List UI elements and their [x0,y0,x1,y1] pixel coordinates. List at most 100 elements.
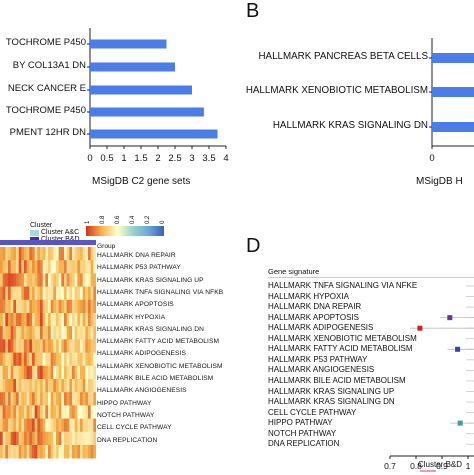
heatmap-cell [77,286,81,301]
heatmap-cell [18,326,22,340]
heatmap-cell [90,326,94,340]
panel-b-category-0: HALLMARK PANCREAS BETA CELLS [258,51,428,62]
heatmap-cell [0,365,3,380]
heatmap-row-label-1: HALLMARK P53 PATHWAY [97,264,181,272]
heatmap-cell [85,352,89,367]
heatmap-cell [93,379,96,393]
heatmap-cell [53,247,57,261]
heatmap-cell [40,365,43,380]
heatmap-cell [64,352,67,367]
heatmap-cell [13,339,17,353]
heatmap-cell [50,286,54,301]
heatmap-cell [80,313,83,327]
heatmap-cell [48,313,51,327]
heatmap-cell [42,431,46,446]
forest-point-3 [457,420,463,426]
heatmap-cell [80,326,83,340]
heatmap-cell [8,405,11,419]
heatmap-cell [56,431,59,446]
heatmap-cell [48,445,51,459]
panel-b-xlabel: MSigDB H [416,176,463,187]
heatmap-cell [18,379,22,393]
heatmap-cell [13,286,17,301]
heatmap-cell [8,313,11,327]
panel-d-row-label-3: HALLMARK APOPTOSIS [268,312,359,322]
heatmap-cell [2,326,6,340]
panel-a-category-0: TOCHROME P450 [5,37,86,48]
heatmap-cell [37,273,41,287]
heatmap-cell [10,247,14,261]
heatmap-cell [66,405,70,419]
heatmap-cell [74,299,78,314]
heatmap-cell [2,392,6,406]
heatmap-cell [21,273,25,287]
heatmap-cell [32,326,35,340]
panel-d-divider [268,277,474,278]
heatmap-cell [37,326,41,340]
panel-d-row-label-12: CELL CYCLE PATHWAY [268,407,357,417]
heatmap-cell [21,392,25,406]
heatmap-cell [64,247,67,261]
heatmap-cell [61,418,65,433]
heatmap-cell [13,418,17,433]
heatmap-cell [10,273,14,287]
heatmap-cell [50,365,54,380]
heatmap-cell [32,260,35,274]
heatmap-cell [66,273,70,287]
heatmap-cell [45,431,49,446]
heatmap-cell [10,392,14,406]
heatmap-cell [5,365,9,380]
heatmap-cell [0,273,3,287]
heatmap-cell [16,379,19,393]
heatmap-cell [64,339,67,353]
heatmap-cell [48,392,51,406]
heatmap-cell [85,286,89,301]
heatmap-cell [29,299,33,314]
heatmap-cell [74,392,78,406]
heatmap-cell [64,286,67,301]
heatmap-cell [72,379,75,393]
heatmap-cell [66,339,70,353]
heatmap-cell [26,405,30,419]
heatmap-cell [13,392,17,406]
heatmap-cell [48,247,51,261]
heatmap-cell [18,392,22,406]
heatmap-cell [90,445,94,459]
heatmap-cell [37,260,41,274]
panel-d-row-label-13: HIPPO PATHWAY [268,418,333,428]
panel-b-category-2: HALLMARK KRAS SIGNALING DN [272,120,428,131]
heatmap-cell [5,326,9,340]
heatmap-cell [48,339,51,353]
heatmap-cell [88,379,91,393]
heatmap-cell [72,365,75,380]
heatmap-cell [74,273,78,287]
heatmap-cell [26,379,30,393]
heatmap-cell [56,273,59,287]
heatmap-cell [10,405,14,419]
heatmap-cell [40,326,43,340]
heatmap-cell [0,299,3,314]
heatmap-cell [56,392,59,406]
scale-tick-2: 0.6 [115,215,121,224]
heatmap-cell [26,352,30,367]
heatmap-cell [29,365,33,380]
heatmap-cell [61,273,65,287]
heatmap-cell [48,260,51,274]
heatmap-cell [8,260,11,274]
heatmap-cell [42,418,46,433]
heatmap-cell [34,286,38,301]
heatmap-cell [18,431,22,446]
heatmap-cell [13,273,17,287]
panel-d-letter: D [246,235,261,257]
heatmap-cell [5,299,9,314]
heatmap-cell [50,247,54,261]
heatmap-cell [29,431,33,446]
xtick-label-a-8: 4 [223,153,228,164]
heatmap-cell [48,286,51,301]
heatmap-cell [42,326,46,340]
heatmap-cell [64,431,67,446]
heatmap-cell [61,299,65,314]
heatmap-cell [16,392,19,406]
heatmap-cell [29,405,33,419]
heatmap-cell [16,286,19,301]
